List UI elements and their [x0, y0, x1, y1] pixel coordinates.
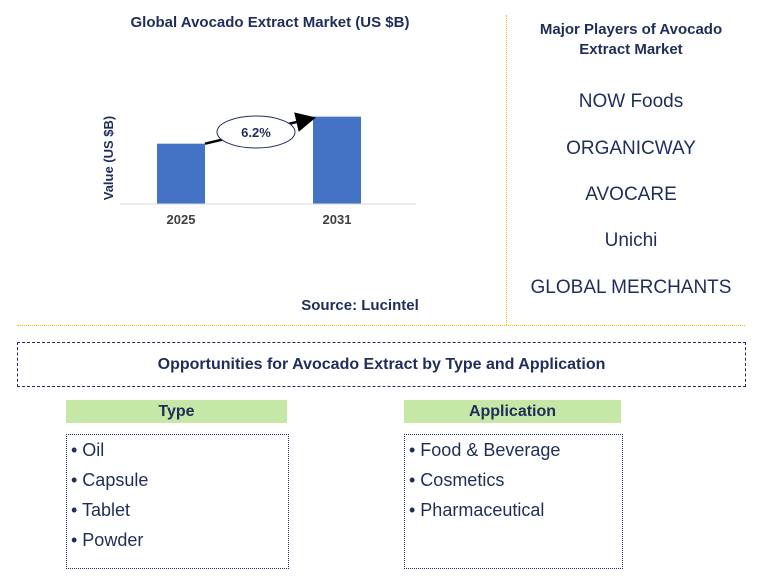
chart-title: Global Avocado Extract Market (US $B) — [130, 14, 410, 31]
player-item: NOW Foods — [578, 91, 684, 112]
bar-2025 — [157, 143, 205, 204]
type-item: • Capsule — [71, 470, 149, 490]
opportunities-title-box: Opportunities for Avocado Extract by Typ… — [17, 342, 746, 387]
player-item: Unichi — [604, 230, 658, 251]
player-item: AVOCARE — [585, 184, 677, 205]
type-item: • Tablet — [71, 500, 131, 520]
x-tick-label: 2031 — [323, 212, 352, 227]
vertical-divider — [506, 15, 507, 325]
y-axis-label: Value (US $B) — [101, 116, 116, 201]
bar-2031 — [313, 116, 361, 204]
type-list: • Oil • Capsule • Tablet • Powder — [66, 434, 289, 569]
application-header-label: Application — [468, 402, 557, 420]
type-header-label: Type — [158, 402, 195, 420]
x-tick-label: 2025 — [167, 212, 196, 227]
application-list: • Food & Beverage • Cosmetics • Pharmace… — [404, 434, 623, 569]
bar-chart: Value (US $B) 2025 2031 6.2% — [101, 112, 416, 227]
application-item: • Food & Beverage — [409, 440, 561, 460]
application-item: • Pharmaceutical — [409, 500, 545, 520]
application-header: Application — [404, 400, 621, 423]
type-item: • Powder — [71, 530, 144, 550]
application-item: • Cosmetics — [409, 470, 505, 490]
horizontal-divider — [17, 325, 745, 326]
growth-rate-bubble — [216, 115, 296, 149]
opportunities-title: Opportunities for Avocado Extract by Typ… — [157, 355, 606, 373]
player-item: ORGANICWAY — [566, 138, 696, 159]
players-title: Major Players of Avocado Extract Market — [539, 21, 723, 58]
player-item: GLOBAL MERCHANTS — [530, 277, 732, 298]
source-note: Source: Lucintel — [301, 297, 419, 314]
type-header: Type — [66, 400, 287, 423]
type-item: • Oil — [71, 440, 105, 460]
growth-rate-label: 6.2% — [241, 125, 271, 140]
